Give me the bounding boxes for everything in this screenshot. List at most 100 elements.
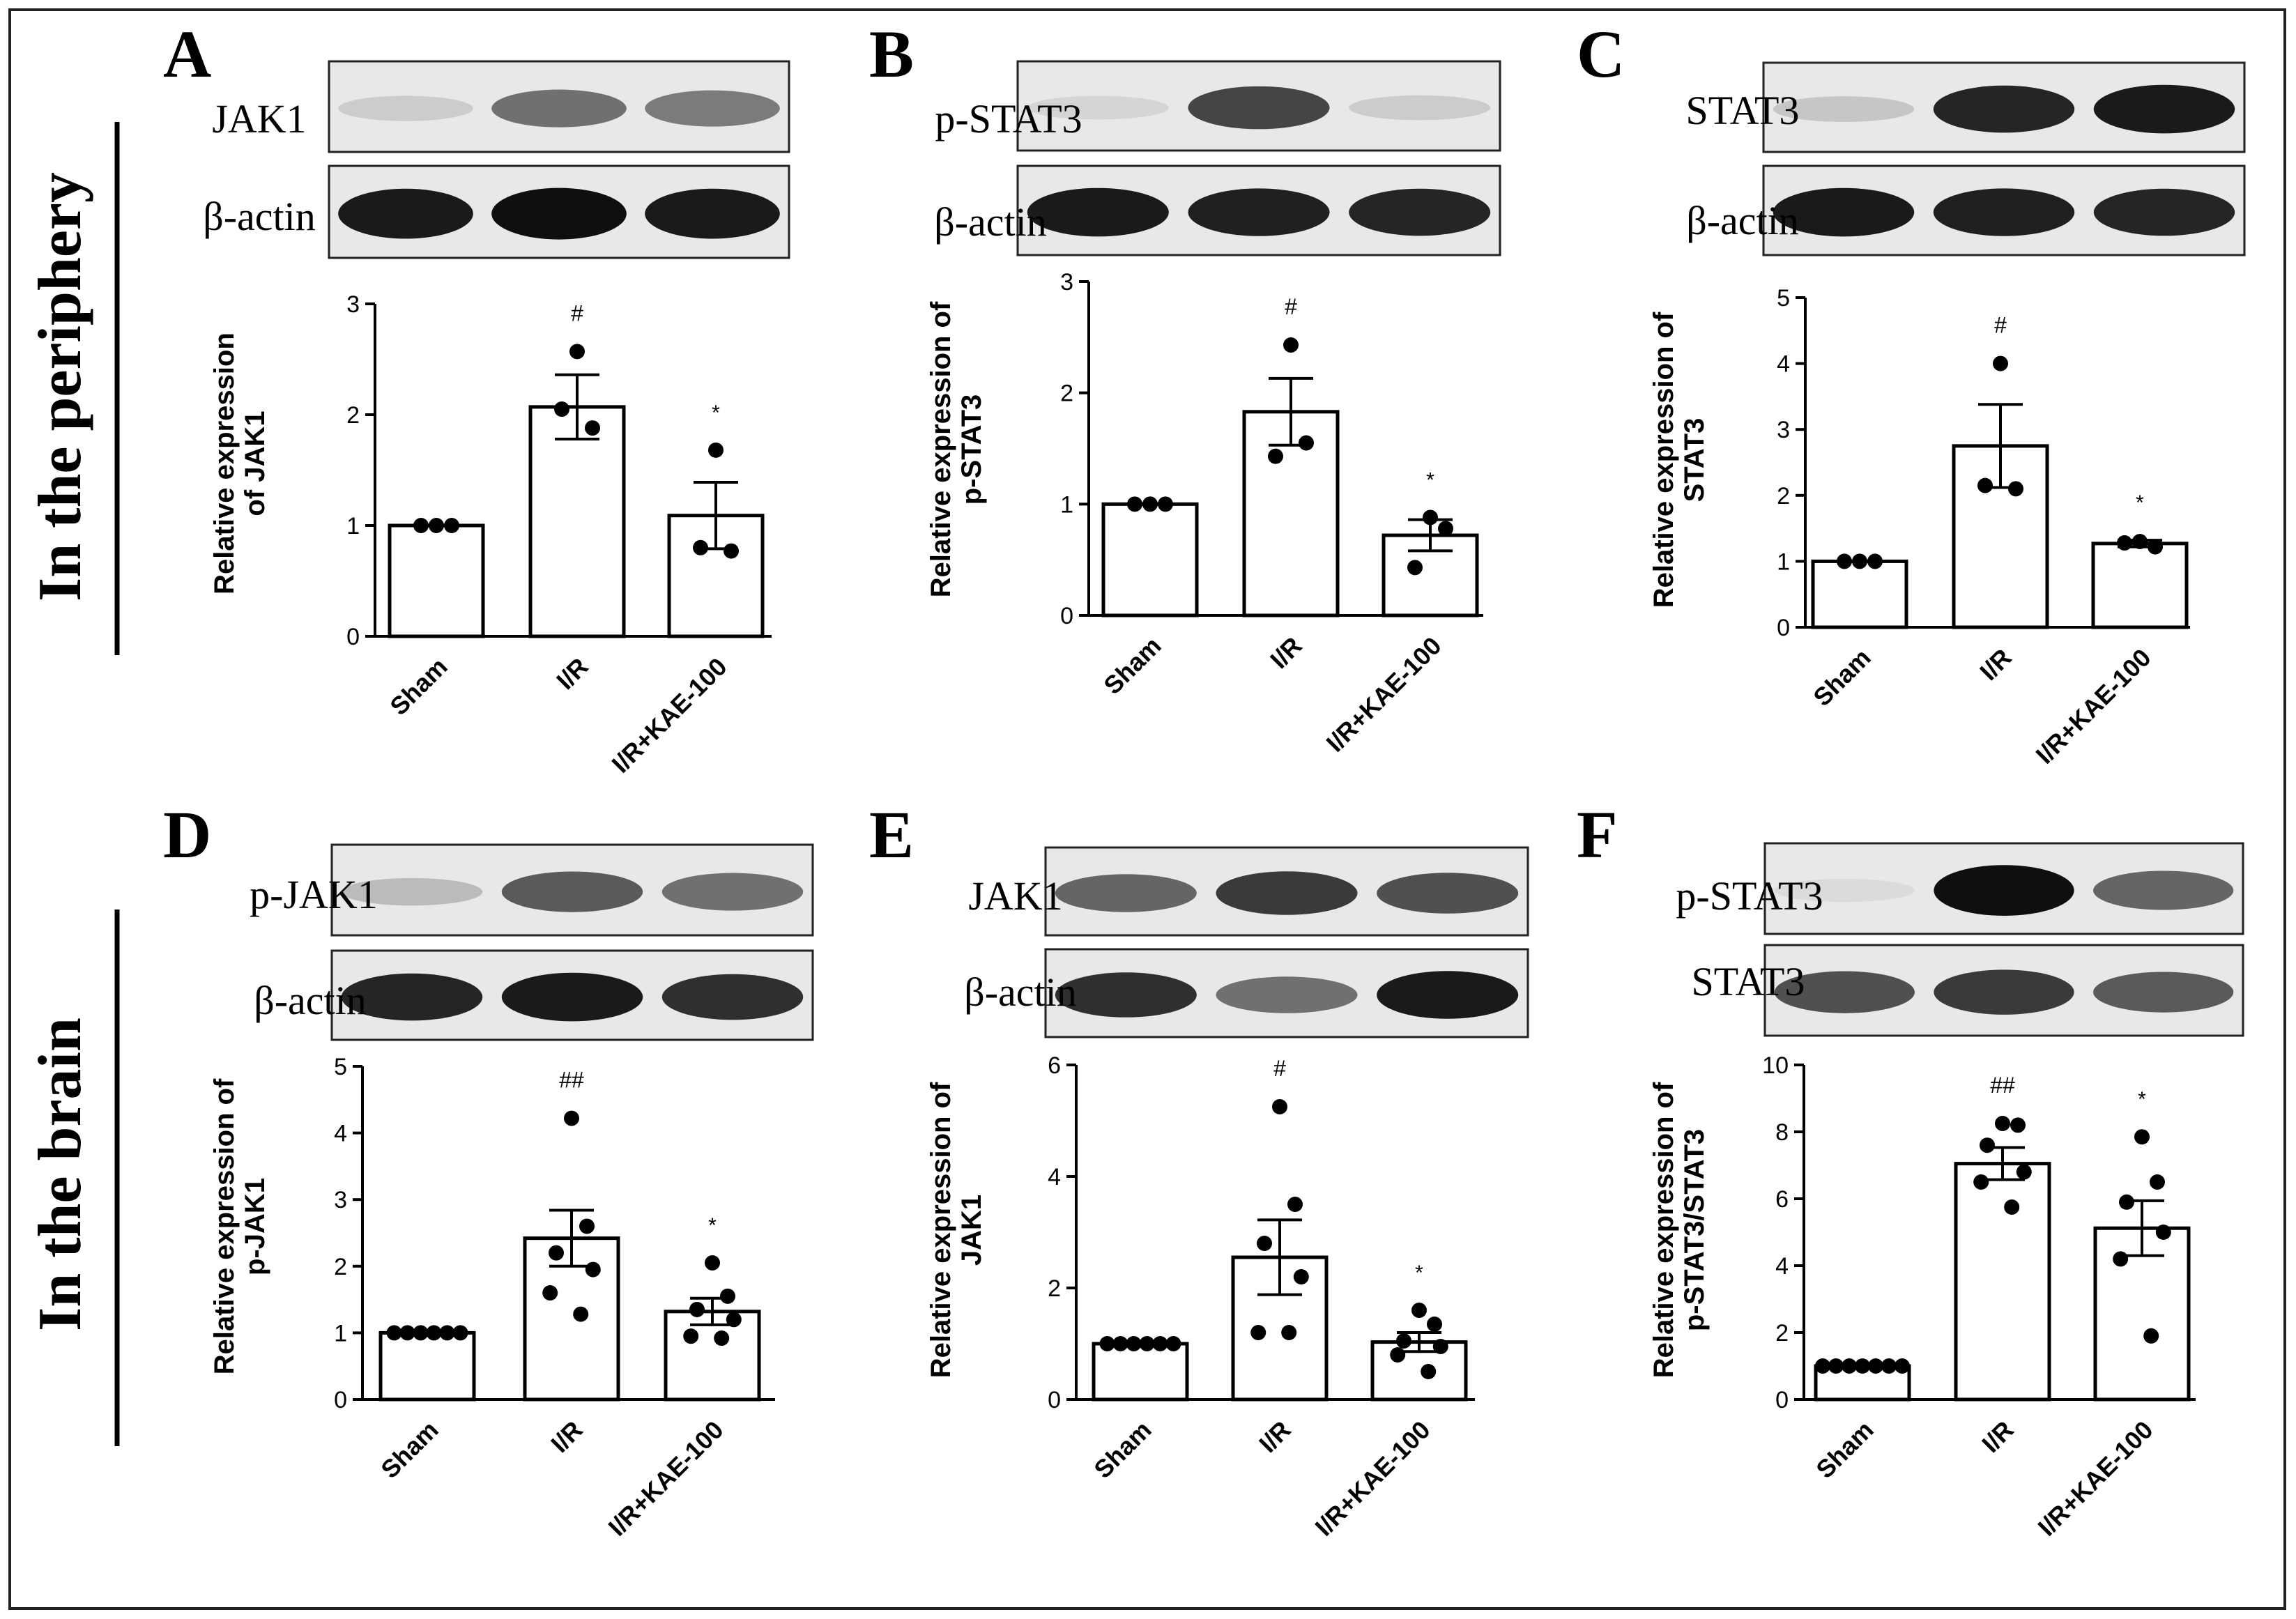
data-point <box>1127 496 1142 512</box>
data-point <box>1868 1358 1883 1374</box>
significance-marker: ## <box>559 1068 584 1093</box>
data-point <box>585 420 600 436</box>
blot-band <box>2093 972 2234 1013</box>
y-tick-label: 2 <box>1060 381 1073 407</box>
data-point <box>1411 1303 1427 1318</box>
data-point <box>714 1330 730 1346</box>
data-point <box>1268 448 1283 464</box>
data-point <box>1283 337 1299 353</box>
y-tick-label: 1 <box>346 513 360 539</box>
data-point <box>1427 1317 1442 1332</box>
y-tick-label: 4 <box>334 1121 347 1147</box>
data-point <box>693 539 708 555</box>
bar-sham <box>388 523 485 638</box>
section-label-brain: In the brain <box>26 1018 94 1331</box>
bar-i-r-kae-100 <box>1382 533 1479 617</box>
data-point <box>1281 1325 1297 1340</box>
data-point <box>439 1325 455 1341</box>
significance-marker: # <box>1285 294 1297 319</box>
data-point <box>549 1245 564 1261</box>
data-point <box>1855 1358 1870 1374</box>
blot-strip <box>328 164 790 259</box>
data-point <box>1099 1336 1115 1351</box>
x-tick-label: Sham <box>1098 631 1166 700</box>
blot-band <box>1188 86 1330 130</box>
panel-c: C STAT3 β-actin 0 1 2 3 4 5 Relative expression o… <box>1577 17 2246 769</box>
data-point <box>1423 509 1438 525</box>
panel-letter: F <box>1577 797 1618 872</box>
blot-band <box>1933 85 2075 133</box>
data-point <box>1299 435 1314 451</box>
bar-sham <box>1092 1342 1189 1402</box>
y-axis-label: Relative expression ofp-JAK1 <box>209 1078 270 1374</box>
blot-band <box>1774 878 1915 903</box>
panel-b: Bp-STAT3 β-actin 0 1 2 3 Relative expression o… <box>869 17 1501 758</box>
y-tick-label: 0 <box>334 1387 347 1413</box>
data-point <box>1842 1358 1857 1374</box>
blot-band <box>1773 96 1915 122</box>
x-tick-label: Sham <box>1807 643 1876 712</box>
significance-marker: * <box>708 1214 717 1237</box>
y-tick-label: 4 <box>1777 351 1790 378</box>
data-point <box>1973 1174 1989 1190</box>
data-point <box>1828 1358 1844 1374</box>
blot-label: β-actin <box>964 969 1077 1015</box>
data-point <box>1272 1099 1287 1114</box>
y-tick-label: 5 <box>1777 285 1790 312</box>
y-axis-label: Relative expression ofp-STAT3 <box>926 301 987 597</box>
data-point <box>1165 1336 1181 1351</box>
x-tick-label: I/R+KAE-100 <box>1310 1415 1436 1542</box>
y-axis-label: Relative expressionof JAK1 <box>209 332 270 594</box>
y-axis-label: Relative expression ofp-STAT3/STAT3 <box>1648 1082 1710 1378</box>
blot-label: STAT3 <box>1686 88 1800 133</box>
data-point <box>1995 1116 2010 1131</box>
data-point <box>413 1325 429 1341</box>
blot-label: β-actin <box>934 199 1047 245</box>
bar-chart: 0 1 2 3 Relative expression ofp-STAT3 Sham # I/… <box>926 269 1483 758</box>
data-point <box>1112 1336 1128 1351</box>
data-point <box>564 1110 579 1126</box>
data-point <box>569 344 585 360</box>
x-tick-label: Sham <box>1810 1415 1878 1484</box>
blot-band <box>501 871 643 912</box>
panel-f: Fp-STAT3 STAT3 0 2 4 6 8 10 Relative expression … <box>1577 797 2244 1542</box>
data-point <box>1867 553 1883 569</box>
x-tick-label: I/R+KAE-100 <box>2033 1415 2159 1542</box>
data-point <box>426 1325 442 1341</box>
bar-chart: 0 1 2 3 4 5 Relative expression ofSTAT3 Sham # I/… <box>1648 285 2190 769</box>
data-point <box>1815 1358 1830 1374</box>
data-point <box>724 543 739 559</box>
blot-band <box>1216 976 1358 1013</box>
y-tick-label: 1 <box>1060 491 1073 518</box>
blot-band <box>1774 971 1915 1013</box>
y-tick-label: 3 <box>1777 417 1790 443</box>
data-point <box>1139 1336 1155 1351</box>
significance-marker: * <box>712 401 720 424</box>
bar-i-r <box>528 405 626 638</box>
data-point <box>1126 1336 1142 1351</box>
x-tick-label: I/R+KAE-100 <box>606 652 733 778</box>
section-label-periphery: In the periphery <box>26 172 94 601</box>
bar-chart: 0 2 4 6 Relative expression ofJAK1 Sham # I/R * I… <box>926 1052 1475 1542</box>
blot-band <box>1188 188 1330 236</box>
data-point <box>1993 355 2008 371</box>
blot-band <box>491 187 627 240</box>
data-point <box>2134 1129 2150 1145</box>
x-tick-label: I/R <box>1974 643 2017 686</box>
blot-band <box>1933 188 2075 236</box>
data-point <box>1287 1197 1303 1212</box>
y-tick-label: 4 <box>1048 1164 1061 1190</box>
y-tick-label: 0 <box>1060 603 1073 629</box>
figure-border <box>8 8 2286 1610</box>
blot-band <box>1773 187 1915 237</box>
panel-d: Dp-JAK1 β-actin 0 1 2 3 4 5 Relative expression … <box>163 797 814 1542</box>
blot-label: JAK1 <box>212 96 306 141</box>
data-point <box>2117 535 2132 551</box>
y-tick-label: 0 <box>346 624 360 650</box>
data-point <box>1152 1336 1168 1351</box>
bar-sham <box>1101 502 1199 617</box>
blot-label: p-STAT3 <box>1676 873 1823 919</box>
x-tick-label: I/R <box>1976 1415 2019 1459</box>
blot-strip <box>328 60 790 153</box>
